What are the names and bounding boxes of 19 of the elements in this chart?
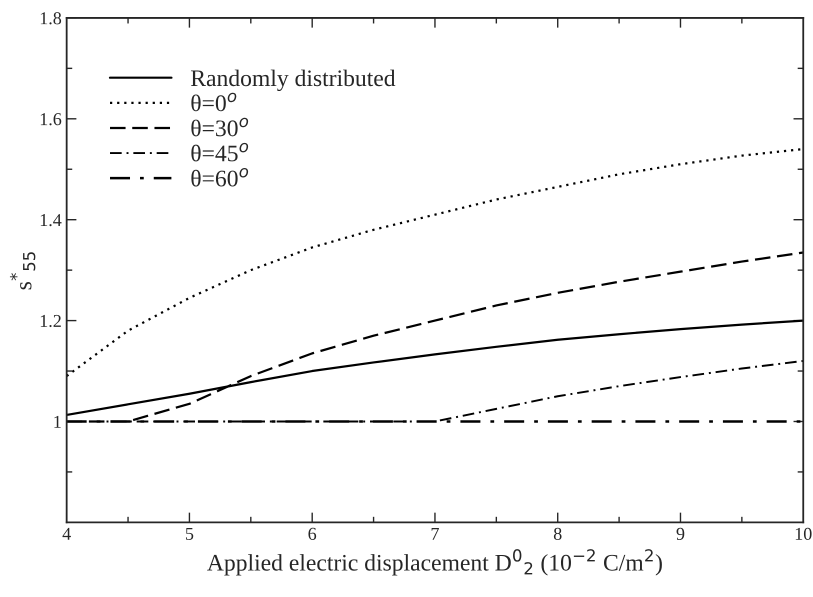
x-tick-label: 4: [62, 528, 71, 540]
legend-label: θ=60$^{o}$: [191, 168, 248, 187]
legend-label: θ=30$^{o}$: [191, 118, 248, 136]
y-axis-title: s$^{*}$$_{55}$: [10, 252, 36, 290]
y-tick-label: 1: [54, 416, 61, 428]
x-tick-label: 6: [308, 528, 316, 540]
y-tick-label: 1.8: [40, 12, 62, 24]
legend-label: Randomly distributed: [190, 70, 396, 92]
x-axis-title: Applied electric displacement D$^{0}$$_{2}$ (10$^{−2}$ C/m$^{2}$): [207, 549, 662, 576]
y-tick-label: 1.4: [40, 214, 62, 226]
legend-label: θ=45$^{o}$: [191, 142, 248, 162]
x-tick-label: 9: [676, 528, 684, 540]
y-tick-label: 1.2: [40, 314, 61, 328]
y-tick-label: 1.6: [40, 113, 62, 126]
x-tick-label: 8: [554, 528, 562, 540]
legend-label: θ=0$^{o}$: [191, 92, 236, 112]
x-tick-label: 5: [186, 528, 194, 540]
x-tick-label: 10: [796, 528, 812, 540]
x-tick-label: 7: [432, 528, 439, 540]
